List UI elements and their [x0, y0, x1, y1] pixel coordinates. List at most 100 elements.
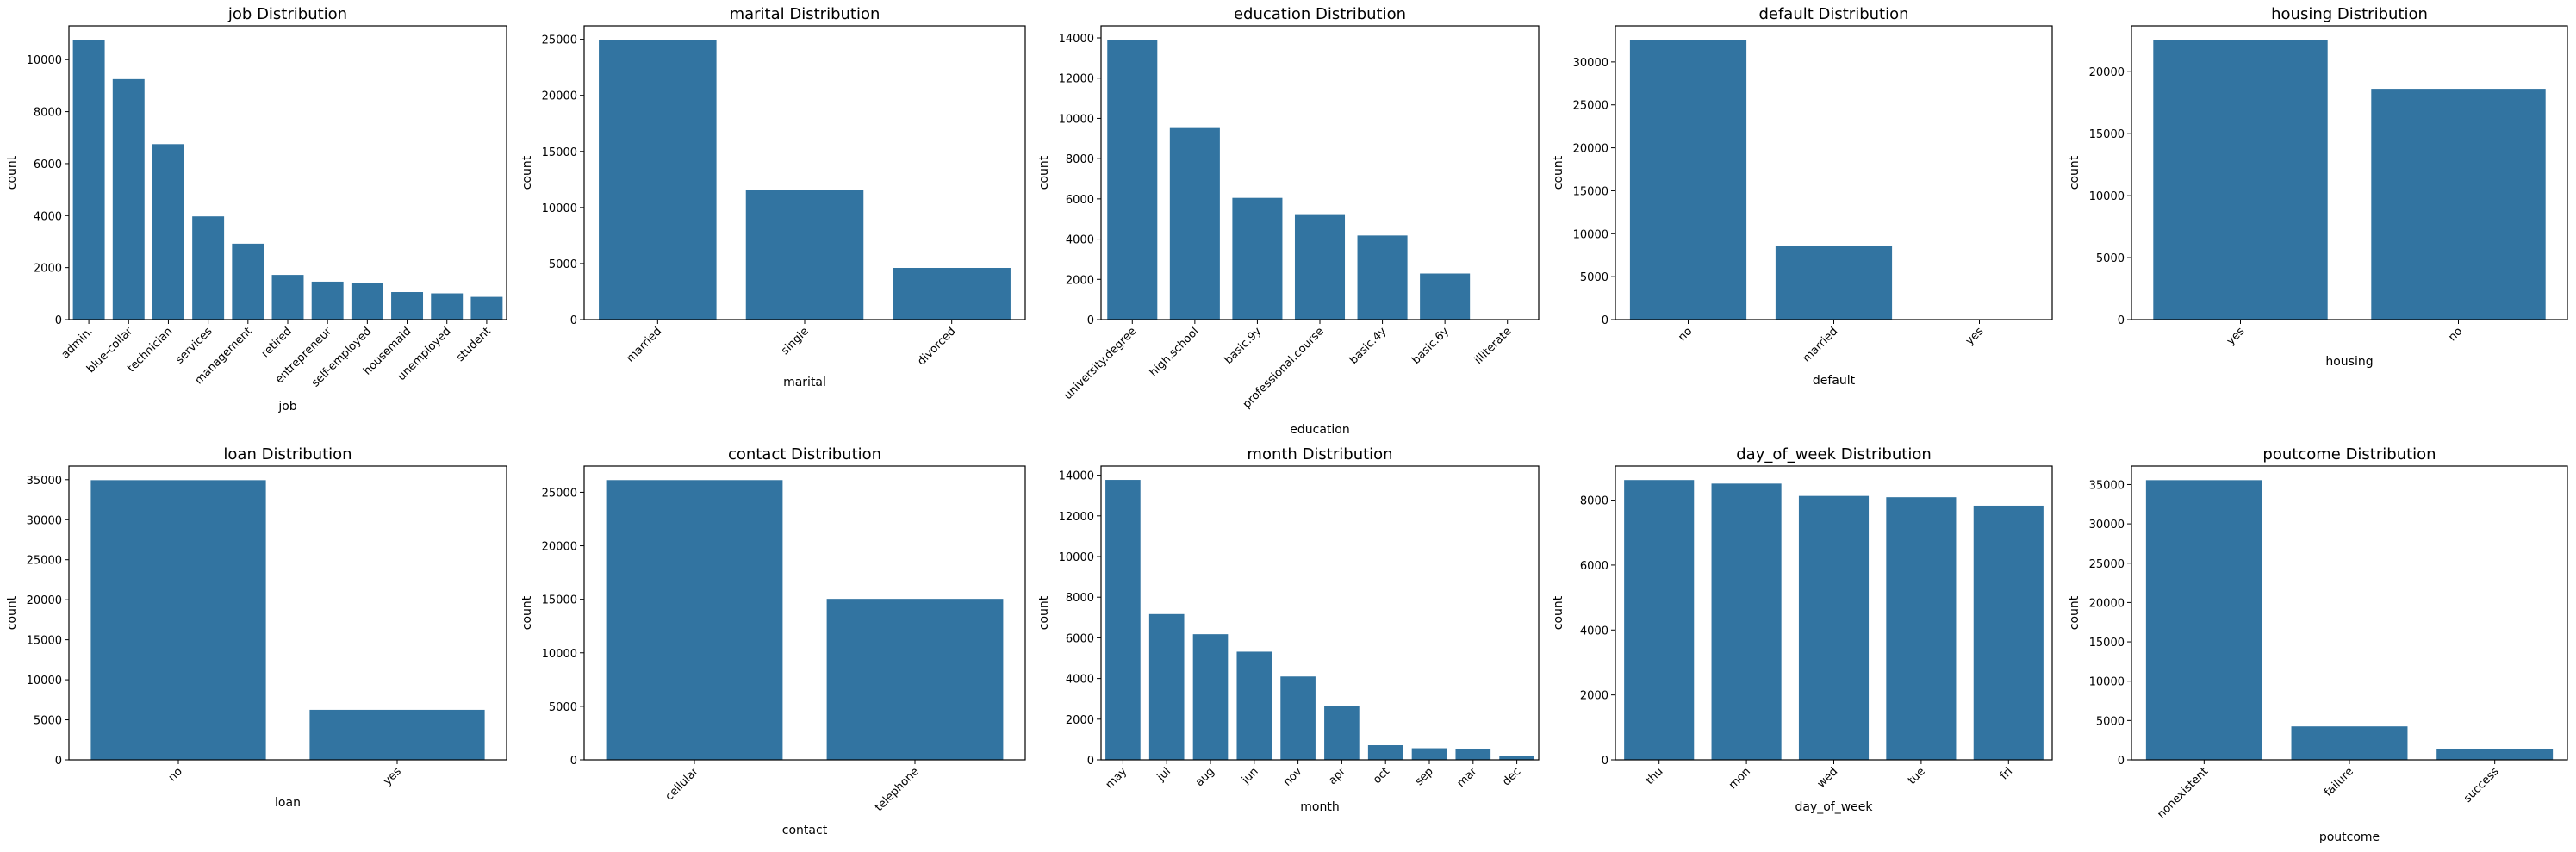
bar-yes	[309, 709, 485, 760]
bar-no	[1629, 40, 1747, 320]
subplot-2: education Distribution 0 2000 4000 6000 8000 1…	[1037, 5, 1540, 437]
bar-jul	[1148, 613, 1185, 760]
x-tick-label: success	[2461, 765, 2502, 805]
x-tick-label: jun	[1239, 765, 1261, 787]
bar-entrepreneur	[311, 281, 344, 320]
axes-frame	[2131, 25, 2568, 320]
bar-blue-collar	[112, 78, 145, 320]
y-tick-label: 0	[1602, 314, 1608, 327]
x-tick-label: sep	[1413, 765, 1436, 788]
x-tick-label: dec	[1500, 765, 1523, 788]
bar-failure	[2291, 726, 2408, 760]
x-axis-label: poutcome	[2319, 830, 2380, 844]
y-tick-label: 0	[55, 755, 62, 768]
subplot-3: default Distribution 0 5000 10000 15000 20000…	[1552, 5, 2053, 388]
y-tick-label: 5000	[549, 258, 577, 271]
chart-title: day_of_week Distribution	[1736, 445, 1932, 463]
y-tick-label: 35000	[27, 475, 62, 488]
axes-frame	[68, 465, 507, 761]
x-tick-label: telephone	[873, 765, 922, 814]
bar-single	[745, 190, 864, 320]
y-tick-label: 8000	[1580, 495, 1608, 508]
y-tick-label: 25000	[542, 487, 577, 500]
y-tick-label: 15000	[1573, 185, 1608, 198]
x-axis-label: education	[1290, 423, 1349, 437]
y-tick-label: 30000	[27, 514, 62, 527]
x-tick-label: married	[625, 325, 665, 365]
x-axis-label: month	[1300, 800, 1339, 814]
y-tick-label: 30000	[2089, 519, 2125, 532]
y-tick-label: 0	[2118, 314, 2125, 327]
y-tick-label: 5000	[549, 701, 577, 714]
y-tick-label: 10000	[27, 675, 62, 687]
y-tick-label: 0	[570, 755, 577, 768]
y-tick-label: 10000	[1059, 113, 1094, 126]
y-tick-label: 0	[1087, 314, 1094, 327]
bar-no	[90, 480, 266, 760]
y-tick-label: 0	[2118, 755, 2125, 768]
y-tick-label: 6000	[1066, 194, 1094, 207]
x-tick-label: thu	[1644, 765, 1666, 787]
y-tick-label: 15000	[542, 594, 577, 607]
bar-unemployed	[431, 293, 464, 320]
y-tick-label: 10000	[542, 648, 577, 661]
bar-oct	[1367, 745, 1403, 760]
y-tick-label: 8000	[1066, 592, 1094, 605]
x-tick-label: wed	[1815, 765, 1841, 791]
y-tick-label: 4000	[1066, 234, 1094, 247]
bar-nonexistent	[2145, 480, 2262, 760]
y-tick-label: 10000	[2089, 190, 2125, 203]
y-tick-label: 30000	[1573, 57, 1608, 70]
bar-basic-9y	[1232, 197, 1283, 320]
bar-apr	[1324, 706, 1360, 760]
bar-married	[1775, 246, 1893, 320]
y-tick-label: 10000	[1059, 551, 1094, 564]
chart-title: default Distribution	[1758, 5, 1908, 23]
subplot-1: marital Distribution 0 5000 10000 15000 20000…	[520, 5, 1026, 389]
x-tick-label: high.school	[1148, 325, 1202, 379]
y-tick-label: 5000	[34, 715, 62, 728]
subplot-4: housing Distribution 0 5000 10000 15000 20000…	[2068, 5, 2568, 369]
chart-title: education Distribution	[1234, 5, 1406, 23]
x-tick-label: tue	[1906, 765, 1928, 787]
chart-title: month Distribution	[1247, 445, 1392, 463]
x-tick-label: basic.4y	[1347, 325, 1390, 367]
bar-basic-4y	[1357, 235, 1408, 320]
bar-housemaid	[391, 292, 424, 320]
y-tick-label: 25000	[2089, 558, 2125, 571]
y-tick-label: 12000	[1059, 73, 1094, 86]
y-tick-label: 10000	[542, 202, 577, 215]
y-tick-label: 2000	[1580, 690, 1608, 703]
chart-title: loan Distribution	[223, 445, 352, 463]
bar-fri	[1973, 505, 2044, 760]
bar-admin-	[72, 40, 105, 320]
y-tick-label: 20000	[27, 594, 62, 607]
bar-wed	[1798, 495, 1870, 760]
x-tick-label: may	[1104, 765, 1130, 792]
x-tick-label: university.degree	[1061, 325, 1139, 402]
bar-mar	[1455, 749, 1491, 760]
y-tick-label: 4000	[1580, 625, 1608, 637]
x-axis-label: housing	[2325, 355, 2373, 369]
y-tick-label: 6000	[1066, 632, 1094, 645]
y-tick-label: 2000	[1066, 714, 1094, 727]
y-tick-label: 20000	[542, 541, 577, 554]
y-tick-label: 6000	[1580, 560, 1608, 573]
x-tick-label: basic.6y	[1409, 325, 1452, 367]
x-tick-label: yes	[381, 765, 404, 788]
x-tick-label: yes	[2224, 325, 2248, 348]
x-axis-label: contact	[782, 824, 828, 837]
bar-retired	[271, 275, 304, 320]
subplot-6: contact Distribution 0 5000 10000 15000 20000…	[520, 445, 1026, 837]
y-tick-label: 15000	[27, 635, 62, 648]
axes-frame	[1100, 465, 1540, 761]
y-tick-label: 5000	[2096, 715, 2125, 728]
chart-title: housing Distribution	[2271, 5, 2428, 23]
bar-no	[2371, 89, 2546, 320]
x-tick-label: admin.	[59, 325, 96, 361]
y-tick-label: 2000	[1066, 274, 1094, 287]
chart-title: job Distribution	[227, 5, 347, 23]
x-tick-label: nonexistent	[2155, 765, 2211, 821]
axes-frame	[583, 465, 1026, 761]
